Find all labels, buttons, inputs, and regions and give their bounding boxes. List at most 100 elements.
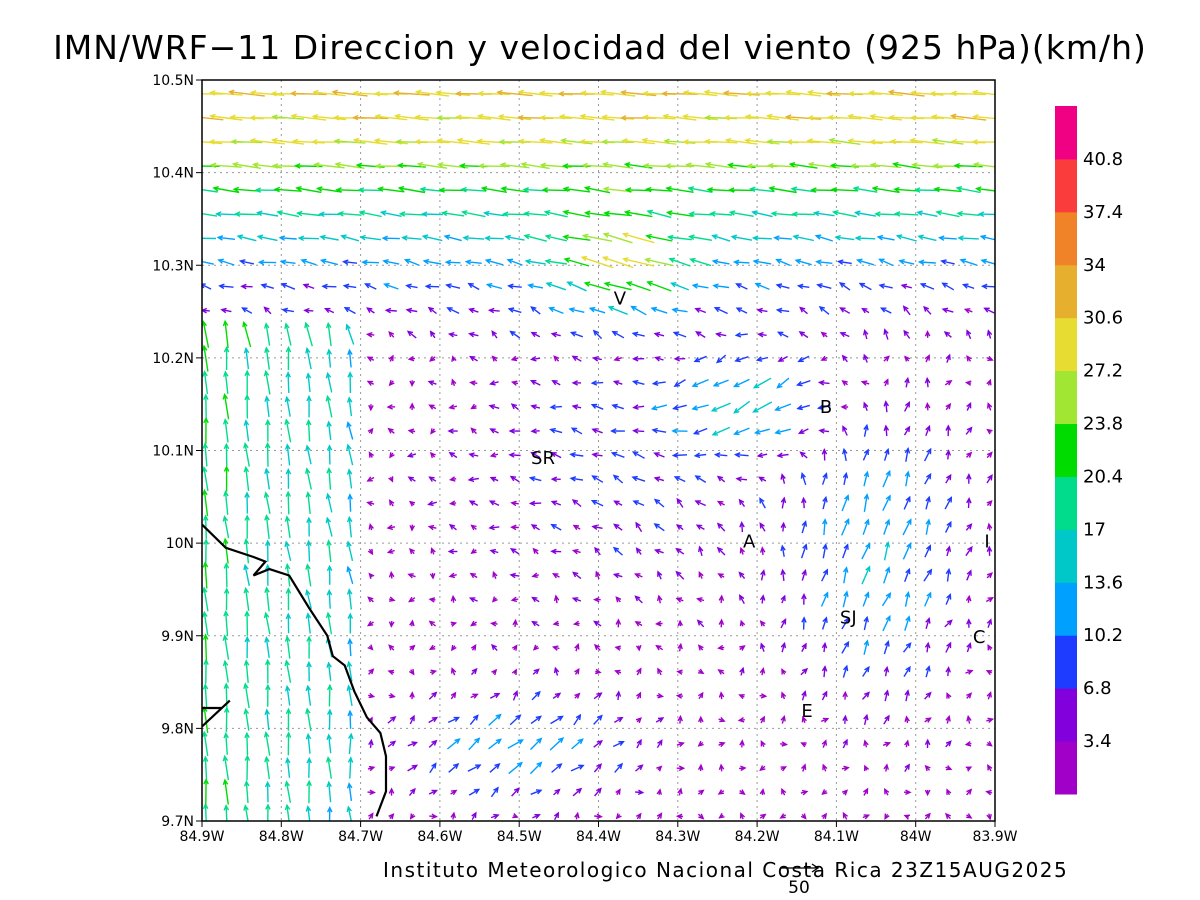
wind-arrow	[785, 89, 822, 97]
wind-arrow	[470, 524, 477, 531]
wind-arrow	[550, 548, 562, 555]
wind-arrow	[531, 596, 540, 603]
wind-arrow	[869, 113, 902, 121]
wind-arrow	[739, 594, 745, 605]
wind-arrow	[883, 447, 890, 461]
wind-arrow	[414, 89, 450, 97]
wind-arrow	[657, 570, 663, 580]
wind-arrow	[384, 307, 397, 314]
x-axis: 84.9W 84.8W 84.7W 84.6W 84.5W 84.4W 84.3W 84.2W…	[179, 821, 1018, 845]
colorbar-label: 17	[1083, 519, 1106, 540]
wind-arrow	[904, 739, 910, 748]
wind-arrow	[450, 811, 456, 820]
wind-arrow	[916, 210, 938, 217]
wind-arrow	[450, 789, 458, 796]
wind-arrow	[241, 307, 253, 314]
wind-arrow	[945, 593, 952, 605]
wind-arrow	[202, 165, 220, 167]
wind-arrow	[209, 90, 243, 96]
wind-arrow	[607, 305, 628, 315]
wind-arrow	[862, 665, 870, 677]
wind-arrow	[986, 499, 993, 507]
wind-arrow	[326, 733, 332, 754]
wind-arrow	[879, 307, 892, 314]
wind-arrow	[468, 788, 481, 796]
wind-arrow	[861, 691, 870, 700]
wind-arrow	[821, 448, 828, 461]
wind-arrow	[945, 353, 951, 363]
wind-arrow	[925, 518, 931, 535]
wind-arrow	[264, 441, 271, 467]
wind-arrow	[421, 234, 443, 242]
wind-arrow	[407, 355, 416, 362]
wind-arrow	[703, 89, 738, 97]
wind-arrow	[634, 621, 643, 627]
wind-arrow	[852, 186, 878, 193]
wind-arrow	[759, 788, 766, 795]
wind-arrow	[956, 210, 980, 217]
wind-arrow	[966, 473, 972, 484]
wind-arrow	[511, 668, 517, 676]
wind-arrow	[365, 332, 375, 338]
wind-arrow	[904, 567, 911, 583]
wind-arrow	[727, 187, 755, 193]
wind-arrow	[653, 523, 665, 532]
wind-arrow	[694, 475, 707, 483]
wind-arrow	[815, 259, 833, 265]
wind-arrow	[693, 452, 707, 459]
wind-arrow	[971, 89, 995, 96]
wind-arrow	[965, 523, 973, 531]
wind-arrow	[368, 572, 375, 579]
wind-arrow	[366, 476, 375, 482]
wind-arrow	[264, 418, 271, 442]
wind-arrow	[697, 715, 704, 723]
wind-arrow	[806, 138, 842, 145]
wind-arrow	[455, 114, 492, 121]
wind-arrow	[319, 234, 339, 241]
wind-arrow	[220, 307, 232, 314]
wind-arrow	[223, 731, 229, 755]
wind-arrow	[653, 331, 665, 338]
wind-arrow	[284, 540, 292, 562]
wind-arrow	[654, 356, 664, 362]
wind-arrow	[882, 469, 891, 488]
wind-arrow	[467, 282, 480, 291]
wind-arrow	[842, 590, 849, 608]
wind-arrow	[646, 280, 672, 292]
wind-arrow	[635, 691, 642, 700]
wind-arrow	[925, 617, 931, 629]
wind-arrow	[759, 715, 765, 724]
wind-arrow	[427, 500, 437, 506]
wind-arrow	[590, 500, 604, 507]
wind-arrow	[428, 620, 437, 627]
wind-arrow	[202, 466, 209, 492]
wind-arrow	[562, 186, 591, 193]
wind-arrow	[202, 755, 209, 780]
wind-arrow	[924, 641, 931, 653]
wind-arrow	[532, 547, 539, 555]
wind-arrow	[318, 211, 340, 218]
wind-arrow	[839, 307, 851, 314]
wind-arrow	[863, 639, 870, 655]
wind-arrow	[631, 451, 645, 459]
wind-arrow	[898, 259, 915, 265]
wind-arrow	[855, 258, 875, 266]
wind-arrow	[352, 137, 388, 145]
wind-arrow	[374, 113, 408, 121]
wind-arrow	[834, 234, 855, 241]
wind-arrow	[281, 307, 295, 314]
wind-arrow	[599, 89, 636, 97]
wind-arrow	[511, 787, 520, 797]
wind-arrow	[986, 451, 993, 459]
wind-arrow	[305, 563, 312, 587]
wind-arrow	[715, 331, 727, 338]
wind-arrow	[571, 499, 582, 508]
wind-arrow	[821, 472, 828, 485]
wind-arrow	[202, 802, 209, 821]
wind-arrow	[986, 545, 993, 556]
wind-arrow	[972, 162, 995, 168]
wind-arrow	[614, 669, 622, 675]
wind-arrow	[884, 813, 890, 821]
wind-arrow	[781, 787, 787, 796]
wind-arrow	[223, 804, 230, 821]
